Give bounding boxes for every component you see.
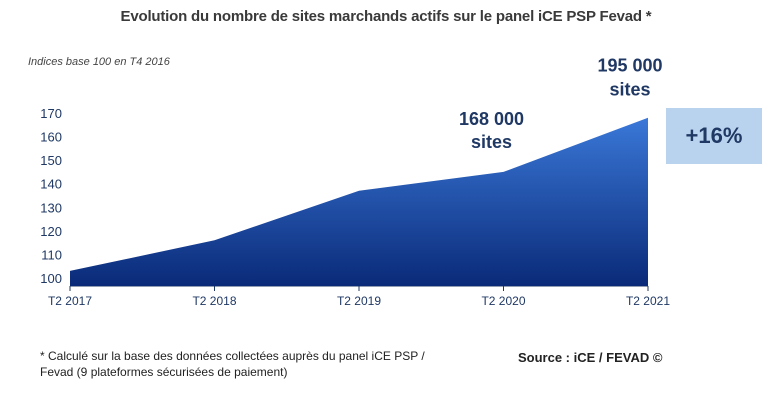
growth-badge: +16%	[666, 108, 762, 164]
x-tick-label: T2 2018	[192, 294, 236, 308]
x-tick-label: T2 2019	[337, 294, 381, 308]
chart-title: Evolution du nombre de sites marchands a…	[120, 8, 652, 25]
footnote: * Calculé sur la base des données collec…	[40, 349, 425, 379]
y-tick-label: 120	[40, 224, 62, 239]
y-tick-label: 160	[40, 130, 62, 145]
annotation-2021-value: 195 000	[597, 56, 662, 76]
source-label: Source : iCE / FEVAD ©	[518, 350, 663, 365]
y-tick-label: 170	[40, 106, 62, 121]
x-tick-label: T2 2017	[48, 294, 92, 308]
annotation-2021-unit: sites	[609, 80, 650, 100]
y-tick-label: 150	[40, 153, 62, 168]
annotation-2020-unit: sites	[471, 132, 512, 152]
area-series	[70, 117, 648, 286]
annotation-2020-value: 168 000	[459, 109, 524, 129]
x-tick-label: T2 2021	[626, 294, 670, 308]
y-tick-label: 130	[40, 200, 62, 215]
y-tick-label: 110	[41, 247, 62, 262]
chart-subtitle: Indices base 100 en T4 2016	[28, 56, 170, 68]
y-tick-label: 140	[40, 177, 62, 192]
x-tick-label: T2 2020	[481, 294, 525, 308]
y-tick-label: 100	[40, 271, 62, 286]
